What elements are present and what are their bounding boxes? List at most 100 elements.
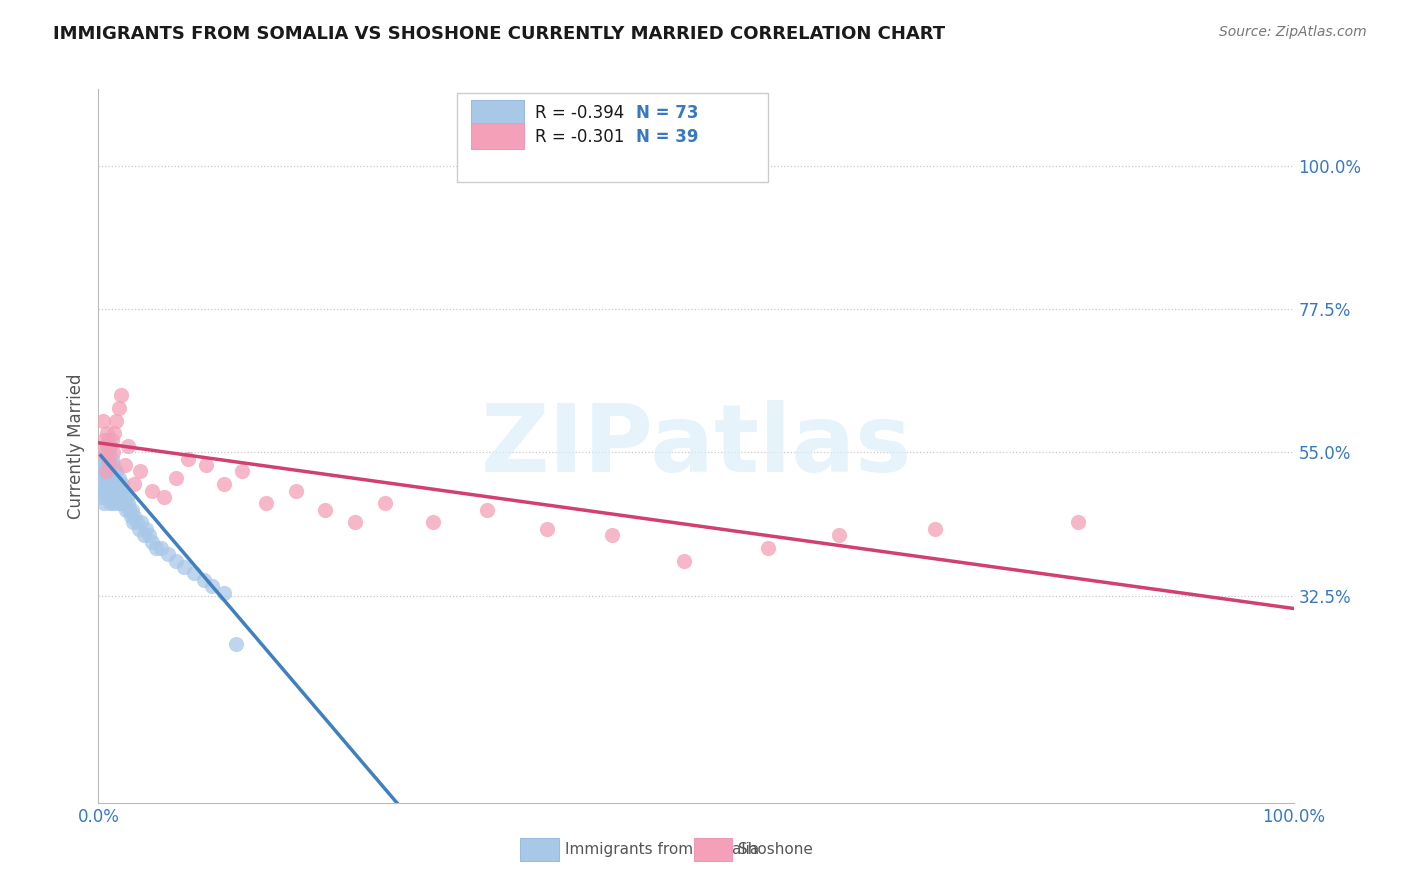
Point bbox=[156, 547, 179, 561]
Point bbox=[145, 541, 167, 555]
Point bbox=[98, 458, 122, 472]
Point bbox=[98, 439, 122, 453]
Point bbox=[141, 483, 163, 498]
Point bbox=[118, 502, 141, 516]
Point bbox=[97, 451, 120, 466]
Point bbox=[100, 433, 122, 447]
Point bbox=[96, 477, 118, 491]
Point bbox=[98, 465, 121, 479]
Point bbox=[101, 496, 124, 510]
Point bbox=[91, 477, 114, 491]
Point bbox=[105, 483, 128, 498]
Text: ZIPatlas: ZIPatlas bbox=[481, 400, 911, 492]
Point bbox=[94, 465, 117, 479]
Point bbox=[828, 528, 851, 542]
Point bbox=[91, 458, 114, 472]
Point bbox=[93, 471, 115, 485]
Point bbox=[129, 465, 152, 479]
Point bbox=[105, 413, 128, 427]
Point bbox=[107, 471, 129, 485]
Point bbox=[117, 496, 139, 510]
Point bbox=[91, 413, 114, 427]
Point bbox=[101, 445, 124, 459]
Point bbox=[96, 439, 118, 453]
Point bbox=[108, 477, 131, 491]
Point bbox=[117, 439, 139, 453]
Point bbox=[924, 522, 946, 536]
Point bbox=[98, 445, 121, 459]
Point bbox=[112, 490, 135, 504]
Point bbox=[97, 471, 120, 485]
Point bbox=[135, 522, 157, 536]
Point bbox=[183, 566, 205, 581]
FancyBboxPatch shape bbox=[693, 838, 733, 862]
Point bbox=[97, 433, 120, 447]
Point bbox=[124, 509, 146, 524]
Point bbox=[374, 496, 396, 510]
Point bbox=[315, 502, 337, 516]
Point bbox=[125, 516, 148, 530]
Point bbox=[114, 496, 136, 510]
Point bbox=[115, 490, 138, 504]
Point bbox=[107, 490, 129, 504]
Point bbox=[101, 458, 124, 472]
Point bbox=[104, 471, 127, 485]
FancyBboxPatch shape bbox=[520, 838, 558, 862]
Point bbox=[475, 502, 498, 516]
Point bbox=[536, 522, 558, 536]
Point bbox=[114, 458, 136, 472]
Point bbox=[107, 496, 129, 510]
Point bbox=[173, 560, 195, 574]
Point bbox=[195, 458, 218, 472]
Point bbox=[98, 439, 121, 453]
Point bbox=[141, 534, 163, 549]
Text: Immigrants from Somalia: Immigrants from Somalia bbox=[565, 842, 759, 857]
Point bbox=[93, 433, 115, 447]
Point bbox=[131, 516, 153, 530]
Point bbox=[100, 490, 122, 504]
Point bbox=[103, 465, 125, 479]
Text: N = 39: N = 39 bbox=[637, 128, 699, 146]
Point bbox=[165, 554, 187, 568]
Text: Source: ZipAtlas.com: Source: ZipAtlas.com bbox=[1219, 25, 1367, 39]
Point bbox=[602, 528, 624, 542]
Point bbox=[90, 465, 112, 479]
Point bbox=[107, 401, 129, 415]
Point bbox=[93, 496, 115, 510]
Text: R = -0.301: R = -0.301 bbox=[534, 128, 624, 146]
Point bbox=[120, 509, 142, 524]
Point bbox=[149, 541, 172, 555]
Point bbox=[97, 451, 120, 466]
FancyBboxPatch shape bbox=[457, 93, 768, 182]
Point bbox=[104, 490, 127, 504]
Point bbox=[100, 451, 122, 466]
Point bbox=[111, 496, 134, 510]
Point bbox=[177, 451, 200, 466]
Point bbox=[94, 483, 117, 498]
Point bbox=[756, 541, 779, 555]
Point bbox=[201, 579, 224, 593]
Point bbox=[225, 636, 247, 650]
Point bbox=[124, 477, 146, 491]
Point bbox=[108, 496, 131, 510]
Point bbox=[103, 426, 125, 441]
Point bbox=[93, 451, 115, 466]
Point bbox=[91, 490, 114, 504]
Point bbox=[98, 458, 122, 472]
Text: N = 73: N = 73 bbox=[637, 104, 699, 122]
Point bbox=[91, 483, 114, 498]
Point bbox=[97, 490, 120, 504]
Point bbox=[344, 516, 367, 530]
Point bbox=[422, 516, 444, 530]
Point bbox=[101, 477, 124, 491]
Text: Shoshone: Shoshone bbox=[738, 842, 813, 857]
Point bbox=[212, 585, 235, 599]
Point bbox=[153, 490, 176, 504]
Point bbox=[128, 522, 150, 536]
Y-axis label: Currently Married: Currently Married bbox=[66, 373, 84, 519]
Point bbox=[96, 458, 118, 472]
Text: IMMIGRANTS FROM SOMALIA VS SHOSHONE CURRENTLY MARRIED CORRELATION CHART: IMMIGRANTS FROM SOMALIA VS SHOSHONE CURR… bbox=[53, 25, 946, 43]
Point bbox=[107, 477, 129, 491]
Point bbox=[103, 483, 125, 498]
FancyBboxPatch shape bbox=[471, 123, 524, 149]
